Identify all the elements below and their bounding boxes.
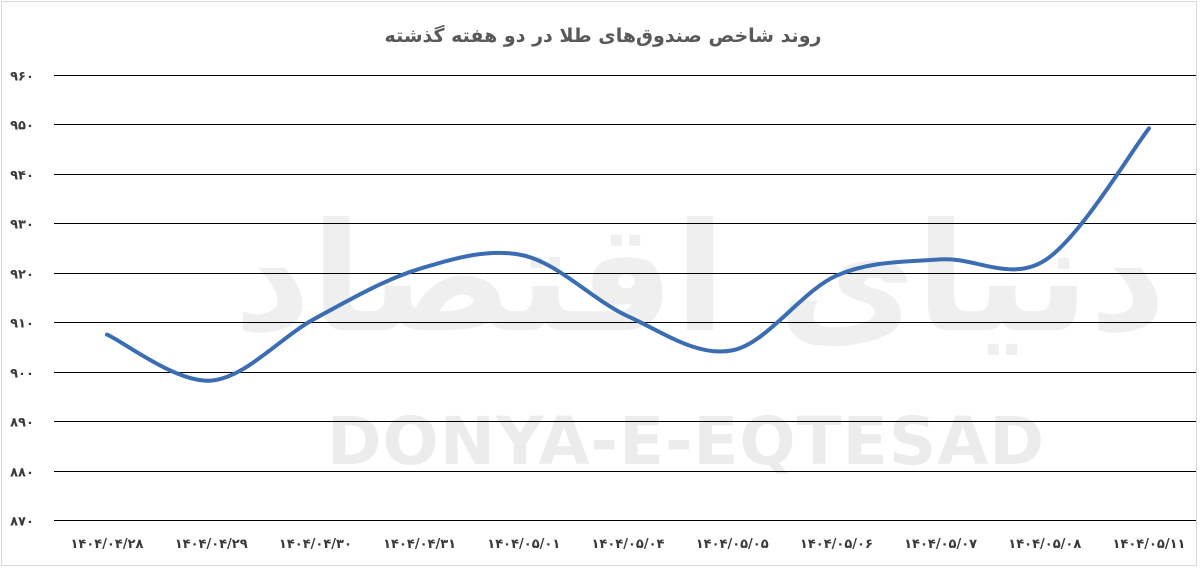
- watermark-farsi: دنیای اقتصاد: [234, 192, 1167, 366]
- y-tick-label: ۸۸۰: [10, 466, 34, 481]
- watermark: دنیای اقتصاد DONYA-E-EQTESAD: [234, 192, 1167, 480]
- y-tick-label: ۸۷۰: [10, 515, 34, 530]
- y-tick-label: ۹۰۰: [10, 367, 34, 382]
- grid-lines: [54, 75, 1196, 521]
- x-tick-label: ۱۴۰۴/۰۵/۰۴: [592, 537, 665, 552]
- series-layer: [105, 126, 1151, 383]
- x-tick-label: ۱۴۰۴/۰۵/۰۷: [904, 537, 977, 552]
- y-tick-label: ۹۶۰: [10, 70, 34, 85]
- x-tick-label: ۱۴۰۴/۰۴/۲۸: [71, 537, 144, 552]
- x-tick-label: ۱۴۰۴/۰۵/۱۱: [1113, 537, 1186, 552]
- chart-title: روند شاخص صندوق‌های طلا در دو هفته گذشته: [385, 24, 822, 47]
- y-tick-label: ۹۳۰: [10, 218, 34, 233]
- y-axis-ticks: ۹۶۰ ۹۵۰ ۹۴۰ ۹۳۰ ۹۲۰ ۹۱۰ ۹۰۰ ۸۹۰ ۸۸۰ ۸۷۰: [10, 70, 34, 530]
- x-tick-label: ۱۴۰۴/۰۴/۳۰: [279, 537, 352, 552]
- x-axis-ticks: ۱۴۰۴/۰۴/۲۸ ۱۴۰۴/۰۴/۲۹ ۱۴۰۴/۰۴/۳۰ ۱۴۰۴/۰۴/۳۱…: [71, 537, 1186, 552]
- y-tick-label: ۹۲۰: [10, 268, 34, 283]
- series-line-0: [105, 126, 1151, 383]
- y-tick-label: ۹۴۰: [10, 169, 34, 184]
- x-tick-label: ۱۴۰۴/۰۵/۰۶: [800, 537, 873, 552]
- y-tick-label: ۹۱۰: [10, 317, 34, 332]
- x-tick-label: ۱۴۰۴/۰۵/۰۵: [696, 537, 769, 552]
- watermark-latin: DONYA-E-EQTESAD: [327, 403, 1045, 480]
- y-tick-label: ۸۹۰: [10, 416, 34, 431]
- x-tick-label: ۱۴۰۴/۰۵/۰۸: [1008, 537, 1081, 552]
- y-tick-label: ۹۵۰: [10, 119, 34, 134]
- x-tick-label: ۱۴۰۴/۰۵/۰۱: [487, 537, 560, 552]
- x-tick-label: ۱۴۰۴/۰۴/۲۹: [175, 537, 248, 552]
- x-tick-label: ۱۴۰۴/۰۴/۳۱: [383, 537, 456, 552]
